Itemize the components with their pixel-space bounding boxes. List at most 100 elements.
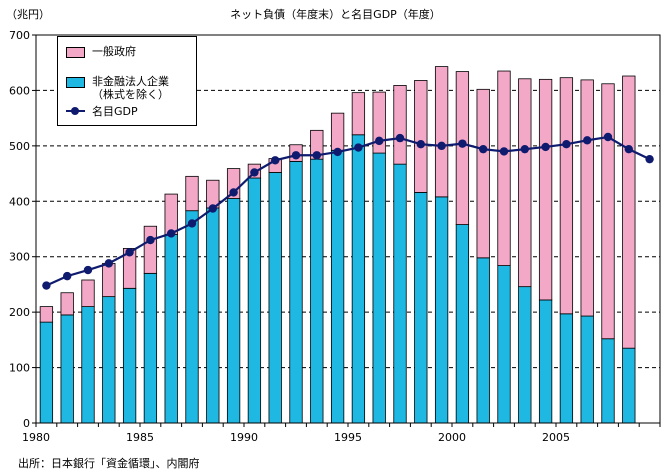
- legend-label-corp-line1: 非金融法人企業: [92, 75, 169, 88]
- legend-item-gdp: 名目GDP: [66, 105, 138, 118]
- bar-corp-1992: [289, 160, 303, 424]
- bar-corp-2002: [497, 265, 511, 424]
- bar-corp-1991: [268, 172, 282, 424]
- gdp-point-1984: [125, 248, 134, 257]
- bar-corp-2007: [601, 338, 615, 424]
- bar-gov-2003: [518, 78, 532, 288]
- bar-corp-1986: [164, 234, 178, 424]
- x-tick-label: 1985: [126, 431, 154, 444]
- gdp-point-2000: [458, 139, 467, 148]
- bar-corp-1990: [247, 177, 262, 424]
- y-tick-label: 600: [9, 84, 30, 97]
- legend-item-corp: 非金融法人企業 （株式を除く）: [66, 75, 169, 101]
- gdp-point-2006: [583, 136, 592, 145]
- gdp-point-1987: [187, 219, 197, 228]
- source-note: 出所：日本銀行「資金循環」、内閣府: [18, 457, 200, 470]
- bar-corp-1997: [393, 163, 407, 424]
- gdp-point-1994: [333, 147, 342, 157]
- bar-gov-2002: [497, 70, 511, 266]
- legend-label-gov: 一般政府: [92, 45, 136, 58]
- bar-gov-1995: [351, 92, 366, 136]
- bar-gov-1998: [414, 80, 428, 193]
- gdp-point-2003: [520, 144, 529, 154]
- gdp-point-1988: [208, 204, 217, 213]
- x-tick-label: 1995: [334, 431, 362, 444]
- gdp-point-2009: [645, 154, 654, 164]
- bar-corp-1988: [206, 207, 220, 424]
- gdp-point-2004: [541, 142, 550, 152]
- bar-corp-1994: [330, 149, 345, 424]
- y-tick-label: 100: [9, 362, 30, 375]
- bar-gov-1996: [372, 91, 386, 154]
- gdp-point-2001: [479, 144, 488, 154]
- bar-gov-1985: [143, 225, 158, 274]
- bar-gov-2005: [559, 77, 574, 315]
- gdp-point-1991: [271, 156, 280, 165]
- legend-label-corp-line2: （株式を除く）: [92, 88, 169, 101]
- bar-corp-1980: [39, 321, 54, 424]
- bar-corp-1995: [351, 134, 366, 424]
- gdp-point-1980: [42, 281, 51, 290]
- x-tick-label: 1990: [230, 431, 258, 444]
- bar-corp-1987: [185, 210, 199, 424]
- gdp-point-2002: [499, 147, 509, 156]
- legend-item-gov: 一般政府: [66, 45, 136, 58]
- gdp-point-1995: [354, 143, 363, 152]
- gdp-point-2008: [624, 144, 633, 154]
- bar-gov-1994: [330, 112, 345, 151]
- bar-gov-2007: [601, 83, 615, 340]
- bar-corp-1996: [372, 152, 386, 424]
- x-tick-label: 1980: [22, 431, 50, 444]
- gdp-point-1983: [104, 259, 114, 268]
- legend-label-corp: 非金融法人企業 （株式を除く）: [92, 75, 169, 101]
- y-tick-label: 400: [9, 195, 30, 208]
- y-tick-label: 0: [23, 417, 30, 430]
- bar-corp-1985: [143, 272, 158, 424]
- bar-corp-1982: [81, 306, 95, 424]
- legend-swatch-gov: [66, 47, 85, 58]
- y-axis-unit-label: （兆円）: [6, 8, 50, 21]
- gdp-point-1981: [62, 271, 72, 281]
- legend: 一般政府 非金融法人企業 （株式を除く） 名目GDP: [57, 36, 197, 126]
- gdp-point-1996: [375, 136, 384, 146]
- bar-gov-2004: [538, 78, 553, 301]
- bar-gov-2000: [455, 71, 470, 225]
- gdp-point-2005: [562, 139, 571, 149]
- bar-gov-1986: [164, 193, 178, 235]
- y-tick-label: 700: [9, 29, 30, 42]
- bar-gov-1983: [102, 262, 116, 298]
- y-tick-label: 500: [9, 140, 30, 153]
- bar-gov-1987: [185, 175, 199, 212]
- bar-corp-1999: [434, 196, 449, 424]
- legend-label-gdp: 名目GDP: [92, 105, 138, 118]
- bar-corp-1998: [414, 192, 428, 424]
- bar-corp-1993: [310, 158, 324, 424]
- bar-corp-2006: [580, 315, 594, 424]
- gdp-point-1990: [250, 168, 259, 177]
- bar-gov-2008: [622, 75, 636, 349]
- gdp-point-1993: [312, 151, 321, 160]
- bar-corp-1984: [122, 287, 137, 424]
- bar-gov-2001: [476, 88, 490, 259]
- bar-corp-2000: [455, 224, 470, 424]
- bar-corp-2008: [622, 347, 636, 424]
- y-tick-label: 200: [9, 306, 30, 319]
- gdp-line: [45, 135, 651, 287]
- bar-corp-2003: [518, 286, 532, 424]
- chart-title: ネット負債（年度末）と名目GDP（年度）: [230, 8, 441, 21]
- bar-gov-1999: [434, 66, 449, 198]
- bar-gov-1982: [81, 279, 95, 308]
- gdp-point-1992: [291, 151, 301, 160]
- gdp-point-1985: [146, 235, 155, 245]
- bar-gov-1980: [39, 306, 54, 323]
- bar-gov-1997: [393, 85, 407, 165]
- legend-swatch-corp: [66, 77, 85, 88]
- gdp-point-1998: [416, 139, 425, 149]
- bar-corp-1981: [60, 314, 74, 424]
- bar-corp-2001: [476, 257, 490, 424]
- y-tick-label: 300: [9, 251, 30, 264]
- bar-corp-1983: [102, 296, 116, 424]
- bar-gov-1981: [60, 292, 74, 316]
- gdp-point-1997: [395, 133, 405, 143]
